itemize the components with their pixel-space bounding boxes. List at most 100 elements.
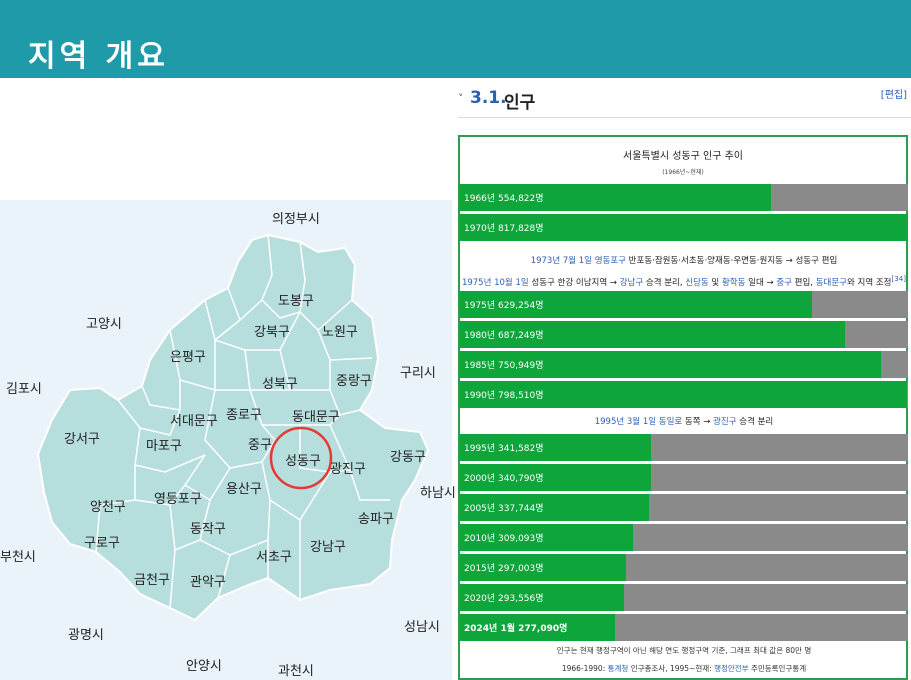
- hwanghak-link[interactable]: 황학동: [721, 277, 746, 288]
- population-bar-label: 1995년 341,582명: [464, 444, 544, 454]
- slide-header: 지역 개요: [0, 0, 911, 78]
- gangnam-link[interactable]: 강남구: [619, 277, 644, 288]
- population-bar-label: 1970년 817,828명: [464, 224, 544, 234]
- population-bar-row: 2020년 293,556명: [460, 584, 908, 611]
- note-1973-district: 성동구: [795, 256, 819, 266]
- table-title: 서울특별시 성동구 인구 추이: [623, 151, 743, 162]
- population-bar-row: 1985년 750,949명: [460, 351, 908, 378]
- population-bar-fill: [460, 614, 616, 641]
- map-label-gwacheon: 과천시: [278, 664, 314, 679]
- note-1975-text-4: 일대 →: [745, 277, 777, 288]
- district-boundaries: [95, 234, 390, 609]
- map-label-gimpo: 김포시: [6, 382, 42, 397]
- note-1973: 1973년 7월 1일 영동포구 반포동·잠원동·서초동·양재동·우면동·원지동…: [460, 254, 908, 266]
- highlight-circle: [269, 426, 333, 490]
- map-label-gwanak: 관악구: [190, 575, 226, 590]
- map-label-goyang: 고양시: [86, 317, 122, 332]
- map-label-yeongdeungpo: 영등포구: [154, 492, 202, 507]
- population-bar-row: 2005년 337,744명: [460, 494, 908, 521]
- map-label-jung: 중구: [248, 438, 272, 453]
- map-label-gwangjin: 광진구: [330, 462, 366, 477]
- map-label-seodaemun: 서대문구: [170, 414, 218, 429]
- table-footer-source: 1966-1990: 통계청 인구총조사, 1995~현재: 행정안전부 주민등…: [460, 663, 908, 674]
- note-1995: 1995년 3월 1일 동일로 동쪽 → 광진구 승격 분리: [460, 415, 908, 427]
- map-label-anyang: 안양시: [186, 659, 222, 674]
- note-1975-date-link[interactable]: 1975년 10월 1일: [461, 277, 529, 288]
- footnote-34-link[interactable]: [34]: [891, 274, 907, 283]
- population-bar-label: 1985년 750,949명: [464, 361, 544, 371]
- statistics-korea-link[interactable]: 통계청: [607, 664, 629, 673]
- population-bar-label: 1990년 798,510명: [464, 391, 544, 401]
- map-label-dobong: 도봉구: [278, 294, 314, 309]
- map-label-yangcheon: 양천구: [90, 500, 126, 515]
- population-table: 서울특별시 성동구 인구 추이 (1966년~현재) 1966년 554,822…: [458, 135, 908, 680]
- population-bar-label: 1975년 629,254명: [464, 301, 544, 311]
- map-label-jungnang: 중랑구: [336, 374, 372, 389]
- population-bar-row: 2024년 1월 277,090명: [460, 614, 908, 641]
- slide-title: 지역 개요: [28, 39, 169, 74]
- population-bar-label: 2020년 293,556명: [464, 594, 544, 604]
- map-label-dongdaemun: 동대문구: [292, 410, 340, 425]
- source-text-3: 주민등록인구통계: [748, 664, 807, 673]
- population-bar-row: 1980년 687,249명: [460, 321, 908, 348]
- section-heading: ˅ 3.1. 인구 [편집]: [458, 86, 911, 118]
- mois-link[interactable]: 행정안전부: [714, 664, 749, 673]
- population-bar-row: 2015년 297,003명: [460, 554, 908, 581]
- map-label-gangdong: 강동구: [390, 450, 426, 465]
- population-bar-label: 2024년 1월 277,090명: [464, 624, 568, 634]
- population-bar-fill: [460, 434, 652, 461]
- map-label-bucheon: 부천시: [0, 550, 36, 565]
- population-bar-label: 2015년 297,003명: [464, 564, 544, 574]
- seoul-outline: [36, 233, 430, 622]
- dongdaemun-link[interactable]: 동대문구: [815, 277, 847, 288]
- seoul-map: 의정부시 도봉구 고양시 강북구 노원구 은평구 구리시 김포시 성북구 중랑구…: [0, 200, 456, 680]
- population-bar-fill: [460, 184, 771, 211]
- source-text-1: 1966-1990:: [561, 664, 608, 673]
- population-bar-fill: [460, 214, 908, 241]
- map-label-gwangmyeong: 광명시: [68, 628, 104, 643]
- sindang-link[interactable]: 신당동: [685, 277, 709, 288]
- map-label-dongjak: 동작구: [190, 522, 226, 537]
- population-bar-row: 1970년 817,828명: [460, 214, 908, 241]
- note-1975-text-3: 및: [708, 277, 722, 288]
- map-label-uijeongbu: 의정부시: [272, 212, 320, 227]
- edit-link[interactable]: [편집]: [880, 90, 907, 101]
- map-label-gangbuk: 강북구: [254, 325, 290, 340]
- section-number-link[interactable]: 3.1.: [470, 88, 507, 108]
- map-label-guri: 구리시: [400, 366, 436, 381]
- note-1995-date-link[interactable]: 1995년 3월 1일 동일로: [594, 417, 683, 427]
- population-bar-label: 2010년 309,093명: [464, 534, 544, 544]
- map-label-hanam: 하남시: [420, 486, 456, 501]
- jung-gu-link[interactable]: 중구: [776, 277, 792, 288]
- map-label-eunpyeong: 은평구: [170, 350, 206, 365]
- map-label-geumcheon: 금천구: [134, 573, 170, 588]
- section-title: 인구: [504, 93, 536, 113]
- note-1973-date-link[interactable]: 1973년 7월 1일 영동포구: [530, 256, 626, 266]
- table-subtitle: (1966년~현재): [662, 169, 704, 176]
- table-footer-note: 인구는 현재 행정구역이 아닌 해당 연도 행정구역 기준, 그래프 최대 값은…: [556, 646, 812, 655]
- population-bar-label: 2005년 337,744명: [464, 504, 544, 514]
- note-1973-end: 편입: [818, 256, 838, 266]
- population-bar-fill: [460, 494, 650, 521]
- note-1975: 1975년 10월 1일 성동구 한강 이남지역 → 강남구 승격 분리, 신당…: [460, 274, 908, 288]
- population-bar-row: 1975년 629,254명: [460, 291, 908, 318]
- map-label-seocho: 서초구: [256, 550, 292, 565]
- map-label-gangnam: 강남구: [310, 540, 346, 555]
- note-1973-text: 반포동·잠원동·서초동·양재동·우면동·원지동 →: [625, 256, 796, 266]
- population-bar-row: 2000년 340,790명: [460, 464, 908, 491]
- collapse-chevron-icon[interactable]: ˅: [458, 92, 464, 105]
- population-bar-row: 1995년 341,582명: [460, 434, 908, 461]
- map-label-gangseo: 강서구: [64, 432, 100, 447]
- population-bar-row: 1966년 554,822명: [460, 184, 908, 211]
- population-bar-fill: [460, 291, 813, 318]
- map-label-jongno: 종로구: [226, 408, 262, 423]
- population-bar-label: 1980년 687,249명: [464, 331, 544, 341]
- map-label-guro: 구로구: [84, 536, 120, 551]
- population-bar-fill: [460, 381, 908, 408]
- note-1995-text-1: 동쪽 →: [682, 417, 714, 427]
- note-1995-text-2: 승격 분리: [736, 417, 774, 427]
- gwangjin-link[interactable]: 광진구: [713, 417, 737, 427]
- note-1975-text-1: 성동구 한강 이남지역 →: [528, 277, 620, 288]
- map-label-nowon: 노원구: [322, 325, 358, 340]
- population-bar-label: 2000년 340,790명: [464, 474, 544, 484]
